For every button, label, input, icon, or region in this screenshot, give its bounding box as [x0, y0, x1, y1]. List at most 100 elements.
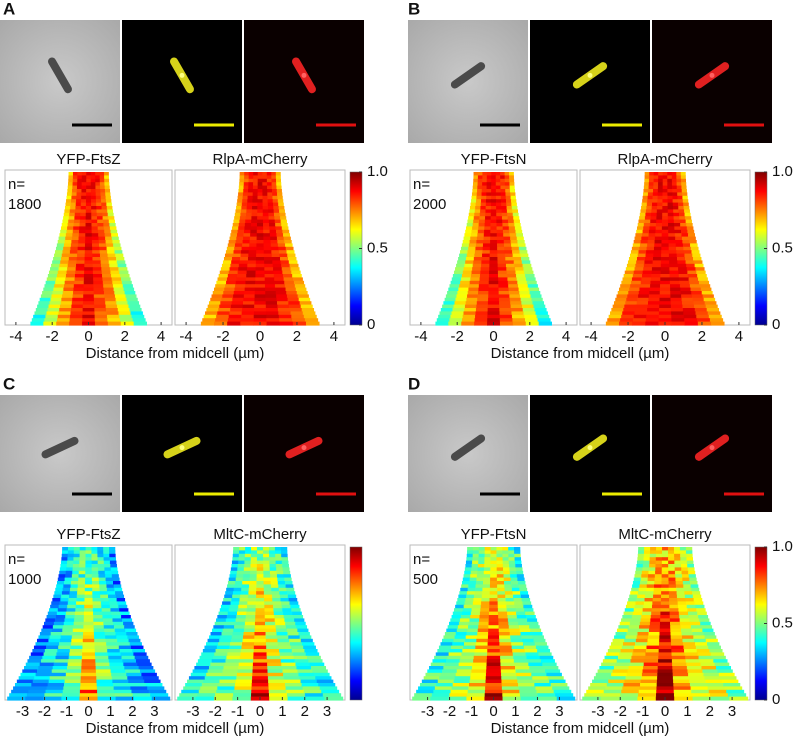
demograph-cell	[226, 280, 237, 285]
demograph-cell	[62, 291, 74, 295]
demograph-cell	[231, 598, 240, 602]
demograph-cell	[255, 267, 265, 272]
demograph-cell	[73, 291, 84, 295]
demograph-cell	[200, 321, 215, 326]
demograph-cell	[116, 635, 128, 640]
demograph-cell	[516, 233, 523, 238]
demograph-cell	[263, 567, 271, 572]
demograph-cell	[605, 321, 620, 326]
demograph-cell	[79, 547, 86, 551]
demograph-cell	[263, 223, 270, 227]
demograph-cell	[221, 263, 231, 268]
demograph-cell	[464, 304, 477, 309]
demograph-cell	[73, 287, 84, 292]
demograph-cell	[623, 642, 636, 647]
demograph-cell	[48, 304, 61, 309]
demograph-cell	[238, 666, 254, 670]
demograph-cell	[243, 294, 256, 299]
demograph-cell	[514, 557, 522, 562]
demograph-cell	[203, 679, 220, 684]
demograph-cell	[248, 175, 254, 180]
demograph-cell	[501, 676, 518, 681]
demograph-cell	[693, 635, 706, 640]
demograph-cell	[287, 297, 300, 302]
demograph-cell	[214, 652, 228, 657]
demograph-cell	[514, 601, 523, 606]
demograph-cell	[468, 584, 476, 589]
demograph-cell	[672, 676, 690, 681]
demograph-cell	[233, 587, 242, 592]
demograph-cell	[633, 608, 644, 613]
demograph-cell	[632, 274, 643, 278]
demograph-cell	[691, 689, 710, 694]
demograph-cell	[254, 308, 267, 312]
demograph-cell	[249, 240, 257, 244]
demograph-cell	[633, 270, 644, 275]
demograph-cell	[634, 574, 642, 579]
demograph-cell	[680, 564, 688, 568]
demograph-cell	[522, 601, 532, 606]
demograph-cell	[290, 645, 304, 650]
demograph-cell	[450, 618, 461, 623]
demograph-cell	[41, 628, 53, 633]
demograph-cell	[648, 574, 656, 579]
demograph-cell	[253, 182, 259, 187]
demograph-cell	[536, 314, 550, 319]
demograph-cell	[65, 202, 72, 207]
x-tick-label: -2	[614, 703, 627, 720]
demograph-cell	[634, 604, 644, 609]
demograph-cell	[682, 240, 690, 244]
demograph-cell	[97, 557, 104, 562]
demograph-cell	[496, 212, 503, 217]
demograph-cell	[269, 229, 277, 234]
demograph-cell	[56, 652, 70, 657]
demograph-cell	[237, 199, 243, 204]
demograph-cell	[451, 277, 462, 282]
demograph-cell	[520, 632, 532, 636]
demograph-cell	[236, 233, 244, 238]
demograph-cell	[266, 659, 282, 664]
demograph-cell	[43, 287, 54, 292]
demograph-cell	[234, 246, 242, 251]
demograph-cell	[472, 601, 482, 606]
demograph-cell	[251, 219, 258, 224]
demograph-cell	[657, 202, 663, 207]
demograph-cell	[496, 550, 503, 555]
demograph-cell	[683, 584, 692, 589]
demograph-cell	[190, 672, 207, 677]
demograph-cell	[263, 557, 270, 562]
demograph-cell	[77, 182, 83, 187]
demograph-cell	[278, 314, 292, 319]
demograph-cell	[518, 584, 527, 589]
demograph-cell	[71, 195, 77, 200]
demograph-cell	[489, 253, 498, 258]
demograph-cell	[536, 689, 555, 694]
demograph-cell	[238, 553, 246, 558]
demograph-cell	[680, 553, 687, 558]
demograph-cell	[491, 182, 497, 187]
demograph-cell	[487, 652, 501, 657]
demograph-cell	[484, 553, 491, 558]
demograph-cell	[466, 297, 478, 302]
demograph-cell	[110, 564, 117, 568]
demograph-cell	[659, 632, 671, 636]
demograph-cell	[425, 672, 442, 677]
demograph-cell	[513, 216, 520, 221]
demograph-cell	[281, 267, 291, 272]
demograph-cell	[246, 270, 256, 275]
demograph-cell	[283, 672, 299, 677]
demograph-cell	[612, 304, 625, 309]
demograph-cell	[555, 693, 574, 698]
demograph-cell	[657, 676, 674, 681]
demograph-cell	[646, 587, 655, 592]
demograph-cell	[636, 598, 645, 602]
demograph-cell	[291, 608, 301, 613]
demograph-cell	[490, 212, 497, 217]
septum-spot	[709, 72, 715, 78]
demograph-cell	[662, 202, 668, 207]
demograph-cell	[460, 246, 469, 251]
demograph-cell	[268, 547, 276, 551]
demograph-cell	[695, 267, 705, 272]
demograph-cell	[267, 662, 282, 667]
demograph-cell	[217, 615, 228, 619]
